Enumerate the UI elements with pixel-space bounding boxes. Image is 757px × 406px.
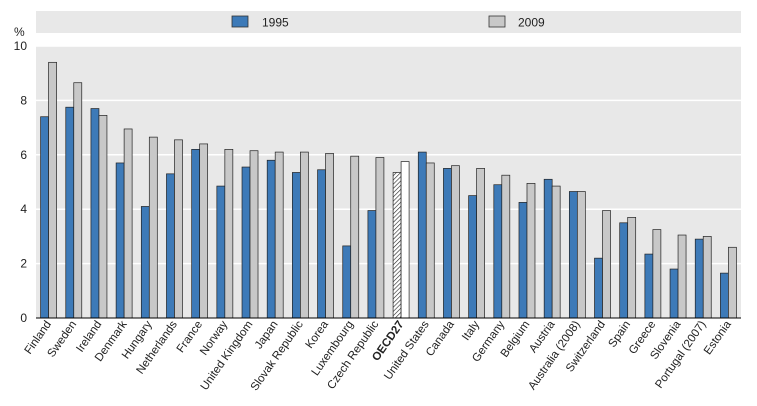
bar-1995 bbox=[216, 185, 226, 319]
bar-2009 bbox=[702, 236, 712, 319]
bar-2009 bbox=[48, 61, 57, 319]
bar-2009 bbox=[375, 157, 385, 319]
y-tick-label: 4 bbox=[20, 202, 27, 216]
bar-1995 bbox=[191, 149, 201, 319]
bar-2009 bbox=[400, 161, 410, 319]
x-axis-labels: FinlandSwedenIrelandDenmarkHungaryNether… bbox=[23, 318, 735, 393]
bar-1995 bbox=[292, 172, 301, 319]
bar-2009 bbox=[526, 183, 536, 319]
bar-1995 bbox=[266, 159, 276, 319]
bar-1995 bbox=[90, 108, 100, 319]
bar-2009 bbox=[174, 139, 183, 319]
bar-1995 bbox=[594, 257, 603, 319]
bar-2009 bbox=[652, 229, 662, 319]
y-axis-unit-label: % bbox=[14, 25, 25, 39]
bar-1995 bbox=[669, 268, 679, 319]
bar-1995 bbox=[317, 169, 326, 319]
x-category-label: Estonia bbox=[702, 318, 734, 357]
bar-2009 bbox=[123, 128, 133, 319]
bar-1995 bbox=[543, 178, 553, 319]
bar-2009 bbox=[677, 234, 687, 319]
bar-2009 bbox=[325, 153, 334, 319]
bar-2009 bbox=[551, 185, 561, 319]
legend-swatch-1995 bbox=[231, 15, 249, 28]
bar-1995 bbox=[65, 106, 75, 319]
bar-1995 bbox=[694, 238, 704, 319]
y-tick-label: 10 bbox=[14, 39, 28, 53]
y-axis-ticks: 0 2 4 6 8 10 bbox=[14, 39, 28, 325]
bar-2009 bbox=[98, 115, 108, 319]
bar-2009 bbox=[249, 150, 259, 319]
bar-1995 bbox=[720, 272, 729, 319]
bar-1995 bbox=[443, 168, 452, 319]
bar-2009 bbox=[148, 136, 158, 319]
bar-2009 bbox=[451, 165, 460, 319]
bar-2009 bbox=[350, 155, 360, 319]
legend-box bbox=[36, 11, 741, 33]
bar-2009 bbox=[300, 151, 309, 319]
y-tick-label: 0 bbox=[20, 311, 27, 325]
bar-1995 bbox=[417, 151, 427, 319]
bar-1995 bbox=[342, 245, 352, 319]
bar-2009 bbox=[73, 82, 83, 319]
bar-2009 bbox=[627, 217, 637, 319]
bar-1995 bbox=[40, 116, 49, 319]
bar-1995 bbox=[568, 191, 578, 319]
bar-2009 bbox=[576, 191, 586, 319]
bar-1995 bbox=[619, 222, 629, 319]
x-category-label: Italy bbox=[460, 319, 482, 343]
legend-label-2009: 2009 bbox=[518, 16, 545, 30]
bar-2009 bbox=[274, 151, 284, 319]
bar-2009 bbox=[199, 143, 209, 319]
bar-1995 bbox=[166, 173, 175, 319]
bar-1995 bbox=[115, 162, 125, 319]
y-tick-label: 2 bbox=[20, 257, 27, 271]
y-tick-label: 8 bbox=[20, 93, 27, 107]
bar-1995 bbox=[468, 195, 477, 319]
bar-2009 bbox=[425, 162, 435, 319]
bar-1995 bbox=[241, 166, 251, 319]
bar-1995 bbox=[493, 184, 503, 319]
bar-1995 bbox=[518, 202, 528, 319]
bar-1995 bbox=[392, 172, 402, 319]
bar-2009 bbox=[728, 246, 737, 319]
bar-1995 bbox=[140, 206, 150, 319]
legend-label-1995: 1995 bbox=[262, 16, 289, 30]
bar-1995 bbox=[367, 210, 377, 319]
legend-swatch-2009 bbox=[488, 15, 506, 28]
bar-2009 bbox=[602, 210, 611, 319]
bar-2009 bbox=[476, 168, 485, 319]
bar-2009 bbox=[224, 149, 234, 319]
y-tick-label: 6 bbox=[20, 148, 27, 162]
bar-2009 bbox=[501, 174, 511, 319]
bar-1995 bbox=[644, 253, 654, 319]
